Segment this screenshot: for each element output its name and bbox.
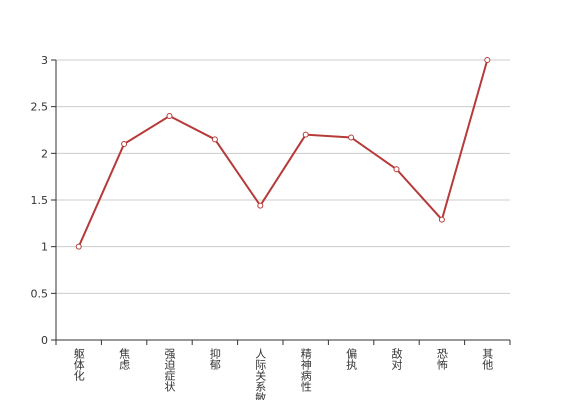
data-point: [121, 141, 128, 147]
y-tick-label: 1: [41, 241, 48, 254]
y-tick-label: 2: [41, 147, 48, 160]
data-point: [348, 134, 355, 141]
y-tick-label: 3: [41, 54, 48, 67]
data-point: [166, 113, 173, 119]
data-point: [211, 136, 218, 143]
y-tick-label: 0: [41, 334, 48, 347]
data-point: [257, 202, 264, 209]
x-tick-label: 焦虑: [118, 348, 131, 370]
data-point: [75, 243, 82, 250]
data-point: [302, 131, 309, 138]
y-tick-label: 0.5: [31, 287, 49, 300]
x-tick-label: 躯体化: [72, 348, 85, 382]
x-tick-label: 人际关系敏感: [254, 348, 267, 400]
data-line: [77, 59, 489, 248]
x-tick-label: 精神病性: [299, 348, 312, 393]
x-tick-label: 偏执: [345, 347, 358, 371]
data-point: [393, 166, 400, 173]
x-tick-label: 其他: [481, 348, 494, 370]
data-point: [438, 216, 445, 223]
x-tick-label: 恐怖: [435, 348, 448, 370]
x-tick-label: 敌对: [390, 347, 403, 370]
x-tick-label: 强迫症状: [163, 348, 176, 392]
data-point: [484, 57, 491, 63]
y-tick-label: 2.5: [31, 101, 49, 114]
x-tick-label: 抑郁: [208, 347, 221, 370]
y-tick-label: 1.5: [31, 194, 49, 207]
